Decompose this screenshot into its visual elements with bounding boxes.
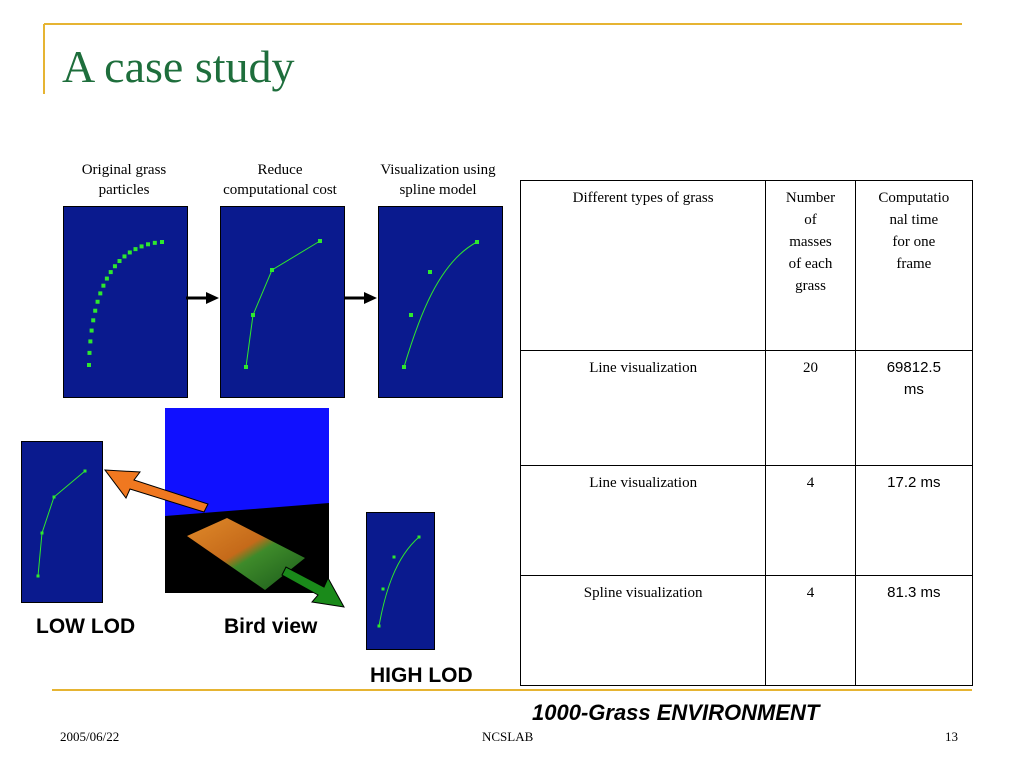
grass-performance-table: Different types of grass Number of masse… <box>519 180 974 686</box>
table-row: Line visualization 20 69812.5 ms <box>519 350 974 466</box>
panel-original-particles <box>63 206 188 398</box>
header-comp-time: Computatio nal time for one frame <box>854 180 974 351</box>
orange-arrow-icon <box>103 469 209 513</box>
grass-particle <box>152 240 157 245</box>
header-num-masses: Number of masses of each grass <box>765 180 856 351</box>
table-caption: 1000-Grass ENVIRONMENT <box>532 700 820 725</box>
cell-grass-type: Spline visualization <box>519 575 767 686</box>
arrow-right-icon <box>186 292 219 304</box>
grass-particle <box>117 259 122 264</box>
grass-particle <box>133 247 138 252</box>
grass-particle <box>87 363 91 367</box>
high-lod-label: HIGH LOD <box>370 664 473 687</box>
grass-particle <box>122 254 127 259</box>
caption-original-particles: Original grass particles <box>81 162 167 198</box>
grass-particle <box>104 276 109 281</box>
grass-spline-curve <box>402 240 479 369</box>
grass-particle <box>95 299 100 304</box>
grass-particle <box>139 244 144 249</box>
grass-particle <box>88 339 93 344</box>
cell-comp-time: 69812.5 ms <box>854 350 974 466</box>
cell-grass-type: Line visualization <box>519 350 767 466</box>
grass-particle <box>101 283 106 288</box>
table-row: Line visualization 4 17.2 ms <box>519 465 974 576</box>
grass-particle <box>127 250 132 255</box>
bird-view-label: Bird view <box>224 615 318 638</box>
cell-num-masses: 20 <box>765 350 856 466</box>
cell-num-masses: 4 <box>765 465 856 576</box>
low-lod-label: LOW LOD <box>36 615 136 638</box>
panel-high-lod <box>366 512 435 650</box>
grass-particle <box>108 270 113 275</box>
grass-particle <box>98 291 103 296</box>
slide-title: A case study <box>62 41 295 92</box>
grass-line-segments <box>244 239 322 369</box>
low-lod-grass <box>36 469 87 578</box>
table-header-row: Different types of grass Number of masse… <box>519 180 974 351</box>
caption-spline-model: Visualization using spline model <box>380 162 496 198</box>
green-arrow-icon <box>281 566 345 608</box>
table-row: Spline visualization 4 81.3 ms <box>519 575 974 686</box>
panel-reduced-masses <box>220 206 345 398</box>
header-grass-type: Different types of grass <box>519 180 767 351</box>
cell-grass-type: Line visualization <box>519 465 767 576</box>
arrow-right-icon <box>344 292 377 304</box>
cell-num-masses: 4 <box>765 575 856 686</box>
grass-particles-curve <box>87 240 164 367</box>
grass-particle <box>91 318 96 323</box>
panel-spline-model <box>378 206 503 398</box>
cell-comp-time: 81.3 ms <box>854 575 974 686</box>
grass-particle <box>146 242 151 247</box>
footer-org: NCSLAB <box>482 729 534 744</box>
high-lod-grass <box>377 535 421 628</box>
grass-particle <box>89 328 94 333</box>
caption-reduce-cost: Reduce computational cost <box>223 162 337 198</box>
grass-particle <box>87 350 92 355</box>
grass-particle <box>160 240 164 244</box>
cell-comp-time: 17.2 ms <box>854 465 974 576</box>
grass-particle <box>112 264 117 269</box>
footer-date: 2005/06/22 <box>60 729 120 744</box>
grass-particle <box>93 308 98 313</box>
panel-low-lod <box>21 441 103 603</box>
page-number: 13 <box>945 729 958 744</box>
